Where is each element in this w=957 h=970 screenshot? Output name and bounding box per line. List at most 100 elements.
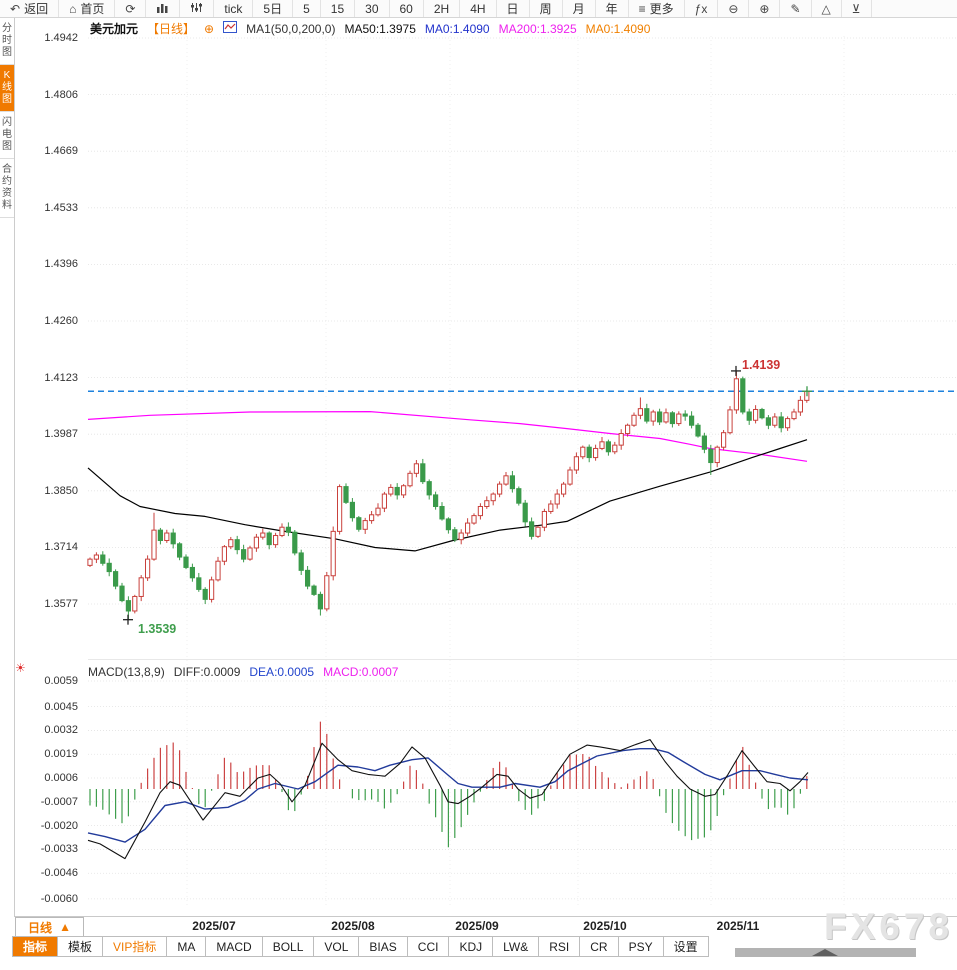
candle-body [599,441,605,449]
tab-psy[interactable]: PSY [617,936,664,957]
sidebar-tab-time-chart[interactable]: 分 时 图 [0,18,14,65]
candle-body [516,488,522,504]
tab-boll[interactable]: BOLL [261,936,315,957]
refresh-button[interactable]: ⟳ [115,0,147,17]
chart-type-button[interactable] [146,0,181,17]
candle-body [567,469,573,485]
candle-body [746,411,752,421]
tab-rsi[interactable]: RSI [538,936,581,957]
back-arrow-icon: ↶ [10,1,21,16]
dea-line [87,748,809,843]
tab-cci[interactable]: CCI [406,936,450,957]
candle-body [87,558,93,566]
candle-body [330,530,336,577]
indicator-settings-button[interactable] [180,0,215,17]
tab-lw[interactable]: LW& [492,936,540,957]
tab-vol[interactable]: VOL [313,936,360,957]
price-axis-label-1.4806: 1.4806 [44,88,78,101]
add-indicator-icon[interactable]: ⊕ [204,21,215,36]
triangle-up-icon: ▲ [59,920,71,934]
timeframe-2h[interactable]: 2H [424,0,461,17]
home-button[interactable]: ⌂ 首页 [59,0,116,17]
macd-legend-item-0: MACD(13,8,9) [88,665,165,679]
shape-up-button[interactable]: △ [812,0,842,17]
zoom-in-button[interactable]: ⊕ [749,0,781,17]
sidebar-tab-kline-chart[interactable]: K 线 图 [0,65,14,112]
xaxis-row [14,916,957,937]
draw-button[interactable]: ✎ [780,0,812,17]
candle-body [298,552,304,571]
price-axis-label-1.4123: 1.4123 [44,371,78,384]
macd-legend-item-3: MACD:0.0007 [323,665,399,679]
tab-settings[interactable]: 设置 [662,936,709,957]
candle-body [305,569,311,587]
timeframe-tick[interactable]: tick [214,0,254,17]
period-label: 【日线】 [147,22,196,36]
back-button[interactable]: ↶ 返回 [0,0,60,17]
candle-body [215,560,221,581]
low-annotation: 1.3539 [138,622,176,636]
candle-body [484,500,490,507]
timeframe-15[interactable]: 15 [321,0,356,17]
timeframe-month[interactable]: 月 [563,0,596,17]
tab-vip-indicator[interactable]: VIP指标 [102,936,168,957]
tab-indicator[interactable]: 指标 [12,936,59,957]
tab-ma[interactable]: MA [166,936,207,957]
candle-body [612,444,618,453]
timeframe-week[interactable]: 周 [530,0,563,17]
refresh-icon: ⟳ [125,1,136,16]
macd-axis-label-0.0032: 0.0032 [44,724,78,737]
ma-legend-item-2: MA0:1.4090 [424,21,490,36]
candle-body [253,536,260,549]
timeframe-5d[interactable]: 5日 [253,0,294,17]
tab-cr[interactable]: CR [579,936,619,957]
price-axis-label-1.3987: 1.3987 [44,428,78,441]
ma-legend-item-0: MA1(50,0,200,0) [246,21,336,36]
candle-body [593,447,599,459]
timeframe-year-label: 年 [605,2,618,16]
timeframe-year[interactable]: 年 [596,0,629,17]
timeframe-5-label: 5 [303,1,310,16]
timeframe-tick-label: tick [224,1,243,16]
timeframe-30[interactable]: 30 [355,0,390,17]
candle-body [522,502,528,523]
timeframe-4h[interactable]: 4H [460,0,497,17]
more-button[interactable]: ≡ 更多 [629,0,685,17]
timeframe-day[interactable]: 日 [497,0,530,17]
candle-body [714,446,720,464]
timeframe-5[interactable]: 5 [293,0,321,17]
tab-macd[interactable]: MACD [205,936,263,957]
indicator-gear-icon[interactable]: ☀ [15,661,26,675]
tab-bias[interactable]: BIAS [358,936,408,957]
candle-body [753,408,759,421]
zoom-out-button[interactable]: ⊖ [718,0,750,17]
candle-body [151,529,157,560]
macd-axis-label-0.0006: 0.0006 [44,772,78,784]
candle-body [733,378,739,411]
candle-body [471,515,477,524]
candle-body [125,600,132,612]
candle-body [413,463,419,474]
candle-body [369,514,375,522]
collapse-button[interactable]: ⊻ [842,0,872,17]
candle-body [343,486,349,503]
period-selector-label: 日线 [28,920,53,935]
timeframe-60[interactable]: 60 [390,0,424,17]
sidebar-tab-lightning-chart[interactable]: 闪 电 图 [0,112,14,159]
tab-kdj[interactable]: KDJ [448,936,494,957]
candle-body [791,411,797,420]
tab-template[interactable]: 模板 [57,936,104,957]
fx-indicator-button[interactable]: ƒx [685,0,719,17]
candle-body [445,518,451,531]
candle-body [349,501,355,519]
candle-body [452,529,458,541]
macd-axis-label--0.0020: -0.0020 [40,819,78,832]
candle-body [145,558,151,579]
sidebar-tab-contract-info[interactable]: 合 约 资 料 [0,159,14,218]
candle-body [465,522,471,534]
candle-body [618,433,624,446]
candle-body [605,441,611,453]
period-selector[interactable]: 日线 ▲ [15,917,84,937]
